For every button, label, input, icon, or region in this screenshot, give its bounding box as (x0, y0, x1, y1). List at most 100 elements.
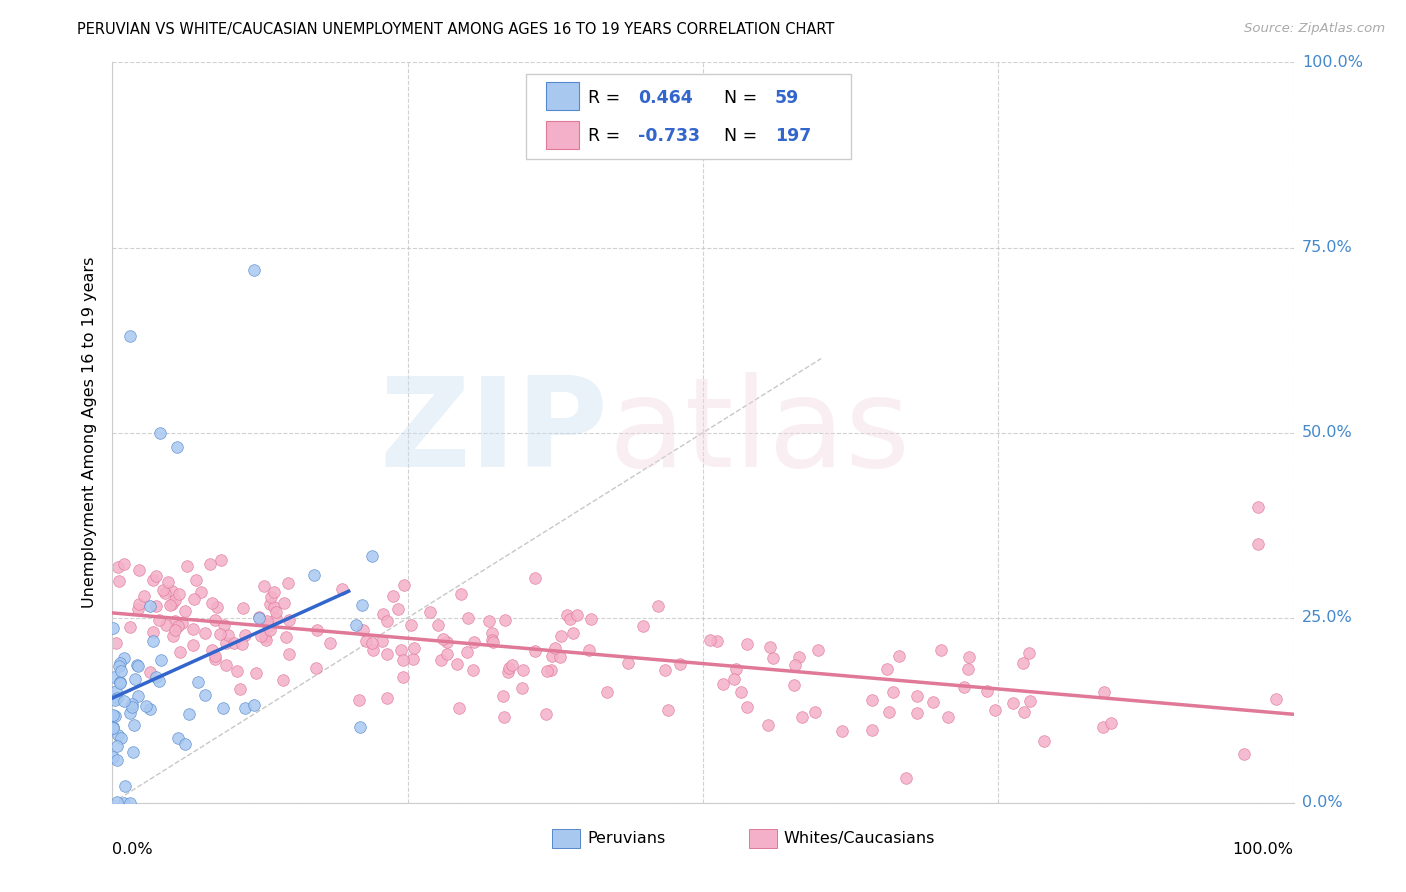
Text: PERUVIAN VS WHITE/CAUCASIAN UNEMPLOYMENT AMONG AGES 16 TO 19 YEARS CORRELATION C: PERUVIAN VS WHITE/CAUCASIAN UNEMPLOYMENT… (77, 22, 835, 37)
Point (436, 647, 458, 661)
Point (361, 549, 384, 564)
Point (375, 648, 398, 662)
Point (555, 607, 578, 622)
Point (354, 633, 377, 648)
Point (150, 653, 173, 667)
Point (512, 663, 534, 677)
Point (212, 618, 235, 632)
Point (233, 628, 256, 642)
Point (277, 575, 299, 590)
Point (148, 613, 170, 627)
Point (371, 607, 394, 622)
Point (596, 685, 619, 699)
Point (226, 664, 249, 678)
Point (264, 611, 287, 625)
Point (165, 623, 187, 637)
Point (103, 750, 125, 764)
Point (647, 599, 669, 614)
Point (107, 560, 129, 574)
Text: 197: 197 (775, 128, 811, 145)
Point (254, 633, 277, 648)
Point (187, 675, 209, 690)
Point (481, 632, 503, 647)
Point (877, 706, 900, 720)
Text: 100.0%: 100.0% (1233, 842, 1294, 856)
Point (478, 614, 501, 628)
Point (550, 649, 572, 664)
Point (375, 614, 398, 628)
Point (193, 626, 215, 640)
Point (436, 634, 458, 648)
Point (169, 587, 191, 601)
Point (578, 642, 600, 657)
Point (105, 691, 128, 706)
Point (579, 612, 602, 626)
Point (496, 665, 519, 679)
Point (344, 618, 367, 632)
Point (353, 623, 375, 637)
Point (127, 658, 149, 673)
Point (247, 609, 270, 624)
Point (105, 684, 128, 698)
Point (540, 648, 562, 663)
Point (347, 693, 370, 707)
Point (860, 692, 883, 706)
Point (402, 652, 425, 666)
Point (392, 669, 415, 683)
Point (184, 573, 207, 587)
Point (399, 618, 422, 632)
Text: 0.0%: 0.0% (112, 842, 153, 856)
Point (669, 657, 692, 671)
Point (127, 602, 149, 616)
Point (173, 737, 195, 751)
Point (260, 591, 283, 605)
Text: R =: R = (589, 88, 626, 107)
Point (392, 653, 415, 667)
Text: R =: R = (589, 128, 626, 145)
Point (105, 739, 128, 754)
Point (259, 623, 281, 637)
Point (162, 628, 184, 642)
Point (377, 690, 399, 705)
Point (631, 619, 654, 633)
Point (145, 569, 167, 583)
Point (176, 559, 198, 574)
Point (127, 690, 149, 704)
Point (876, 662, 898, 676)
Point (831, 724, 853, 739)
Point (194, 688, 217, 702)
Point (725, 662, 748, 676)
Point (124, 717, 146, 731)
Point (318, 636, 340, 650)
Point (110, 656, 132, 670)
Point (103, 708, 125, 723)
Point (956, 662, 979, 676)
Point (103, 720, 125, 734)
Point (257, 619, 280, 633)
Text: Whites/Caucasians: Whites/Caucasians (785, 831, 935, 846)
Point (429, 653, 451, 667)
Point (432, 632, 454, 646)
Point (905, 706, 928, 720)
Point (142, 624, 165, 639)
Point (145, 670, 167, 684)
Point (114, 779, 136, 793)
Point (263, 599, 285, 614)
Point (922, 695, 945, 709)
Point (392, 578, 415, 592)
Point (461, 663, 484, 677)
Point (139, 665, 162, 679)
Point (382, 589, 405, 603)
Point (706, 633, 728, 648)
Point (735, 699, 758, 714)
Point (756, 717, 779, 731)
Point (387, 601, 409, 615)
Point (307, 623, 329, 637)
Point (536, 665, 558, 679)
Point (456, 645, 478, 659)
Point (110, 731, 132, 746)
Point (976, 684, 998, 698)
Point (120, 620, 142, 634)
FancyBboxPatch shape (546, 82, 579, 111)
Text: 75.0%: 75.0% (1302, 240, 1353, 255)
